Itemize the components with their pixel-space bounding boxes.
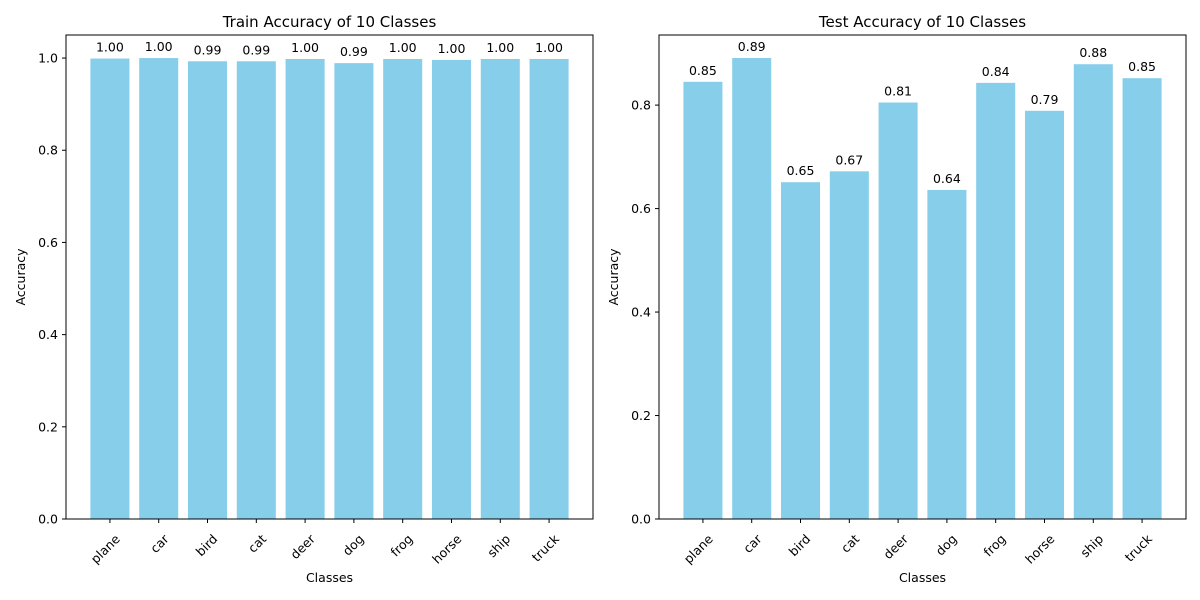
test-bar-frog xyxy=(976,82,1016,520)
train-data-label-cat: 0.99 xyxy=(242,42,270,57)
test-y-tick-label: 0.0 xyxy=(631,512,651,527)
train-data-label-bird: 0.99 xyxy=(194,42,222,57)
train-data-label-dog: 0.99 xyxy=(340,44,368,59)
test-bar-car xyxy=(732,58,772,520)
test-data-label-plane: 0.85 xyxy=(689,63,717,78)
test-x-axis-label: Classes xyxy=(899,570,946,585)
train-x-axis-label: Classes xyxy=(306,570,353,585)
train-chart-title: Train Accuracy of 10 Classes xyxy=(222,13,437,31)
test-chart-title: Test Accuracy of 10 Classes xyxy=(818,13,1026,31)
train-axes-frame xyxy=(65,34,594,520)
train-data-label-frog: 1.00 xyxy=(389,40,417,55)
test-bar-truck xyxy=(1122,78,1162,519)
train-data-label-car: 1.00 xyxy=(145,39,173,54)
test-bar-cat xyxy=(829,171,869,519)
train-bar-deer xyxy=(285,58,325,519)
train-data-label-horse: 1.00 xyxy=(438,41,466,56)
test-y-tick-label: 0.4 xyxy=(631,305,651,320)
test-data-label-horse: 0.79 xyxy=(1031,92,1059,107)
test-bar-plane xyxy=(683,81,723,519)
train-accuracy-chart: 1.00plane1.00car0.99bird0.99cat1.00deer0… xyxy=(13,13,594,585)
test-bar-horse xyxy=(1024,110,1065,519)
test-data-label-car: 0.89 xyxy=(738,39,766,54)
train-y-tick-label: 0.8 xyxy=(38,143,58,158)
train-bar-ship xyxy=(480,58,520,519)
test-data-label-frog: 0.84 xyxy=(982,64,1010,79)
test-bar-bird xyxy=(780,182,821,519)
train-bar-frog xyxy=(383,58,423,519)
train-y-tick-label: 0.4 xyxy=(38,327,58,342)
test-data-label-ship: 0.88 xyxy=(1079,45,1107,60)
test-data-label-bird: 0.65 xyxy=(787,163,815,178)
test-accuracy-chart: 0.85plane0.89car0.65bird0.67cat0.81deer0… xyxy=(606,13,1187,585)
test-y-tick-label: 0.8 xyxy=(631,98,651,113)
test-data-label-truck: 0.85 xyxy=(1128,59,1156,74)
test-y-axis-label: Accuracy xyxy=(606,248,621,306)
train-bar-dog xyxy=(334,63,374,520)
test-bar-ship xyxy=(1073,64,1113,519)
train-data-label-ship: 1.00 xyxy=(486,40,514,55)
train-y-tick-label: 0.6 xyxy=(38,235,58,250)
train-data-label-deer: 1.00 xyxy=(291,40,319,55)
train-bar-car xyxy=(139,58,179,520)
test-data-label-cat: 0.67 xyxy=(835,152,863,167)
train-bar-cat xyxy=(236,61,276,520)
test-y-tick-label: 0.6 xyxy=(631,201,651,216)
test-data-label-dog: 0.64 xyxy=(933,171,961,186)
test-data-label-deer: 0.81 xyxy=(884,84,912,99)
test-axes-frame xyxy=(658,34,1187,520)
train-data-label-truck: 1.00 xyxy=(535,40,563,55)
test-bar-deer xyxy=(878,102,918,520)
train-bar-plane xyxy=(90,58,130,519)
train-y-tick-label: 1.0 xyxy=(38,51,58,66)
train-data-label-plane: 1.00 xyxy=(96,40,124,55)
train-y-axis-label: Accuracy xyxy=(13,248,28,306)
train-bar-horse xyxy=(431,59,472,519)
train-y-tick-label: 0.0 xyxy=(38,512,58,527)
test-bar-dog xyxy=(927,189,967,519)
test-y-tick-label: 0.2 xyxy=(631,408,651,423)
train-bar-bird xyxy=(187,61,228,520)
train-y-tick-label: 0.2 xyxy=(38,419,58,434)
train-bar-truck xyxy=(529,58,569,519)
